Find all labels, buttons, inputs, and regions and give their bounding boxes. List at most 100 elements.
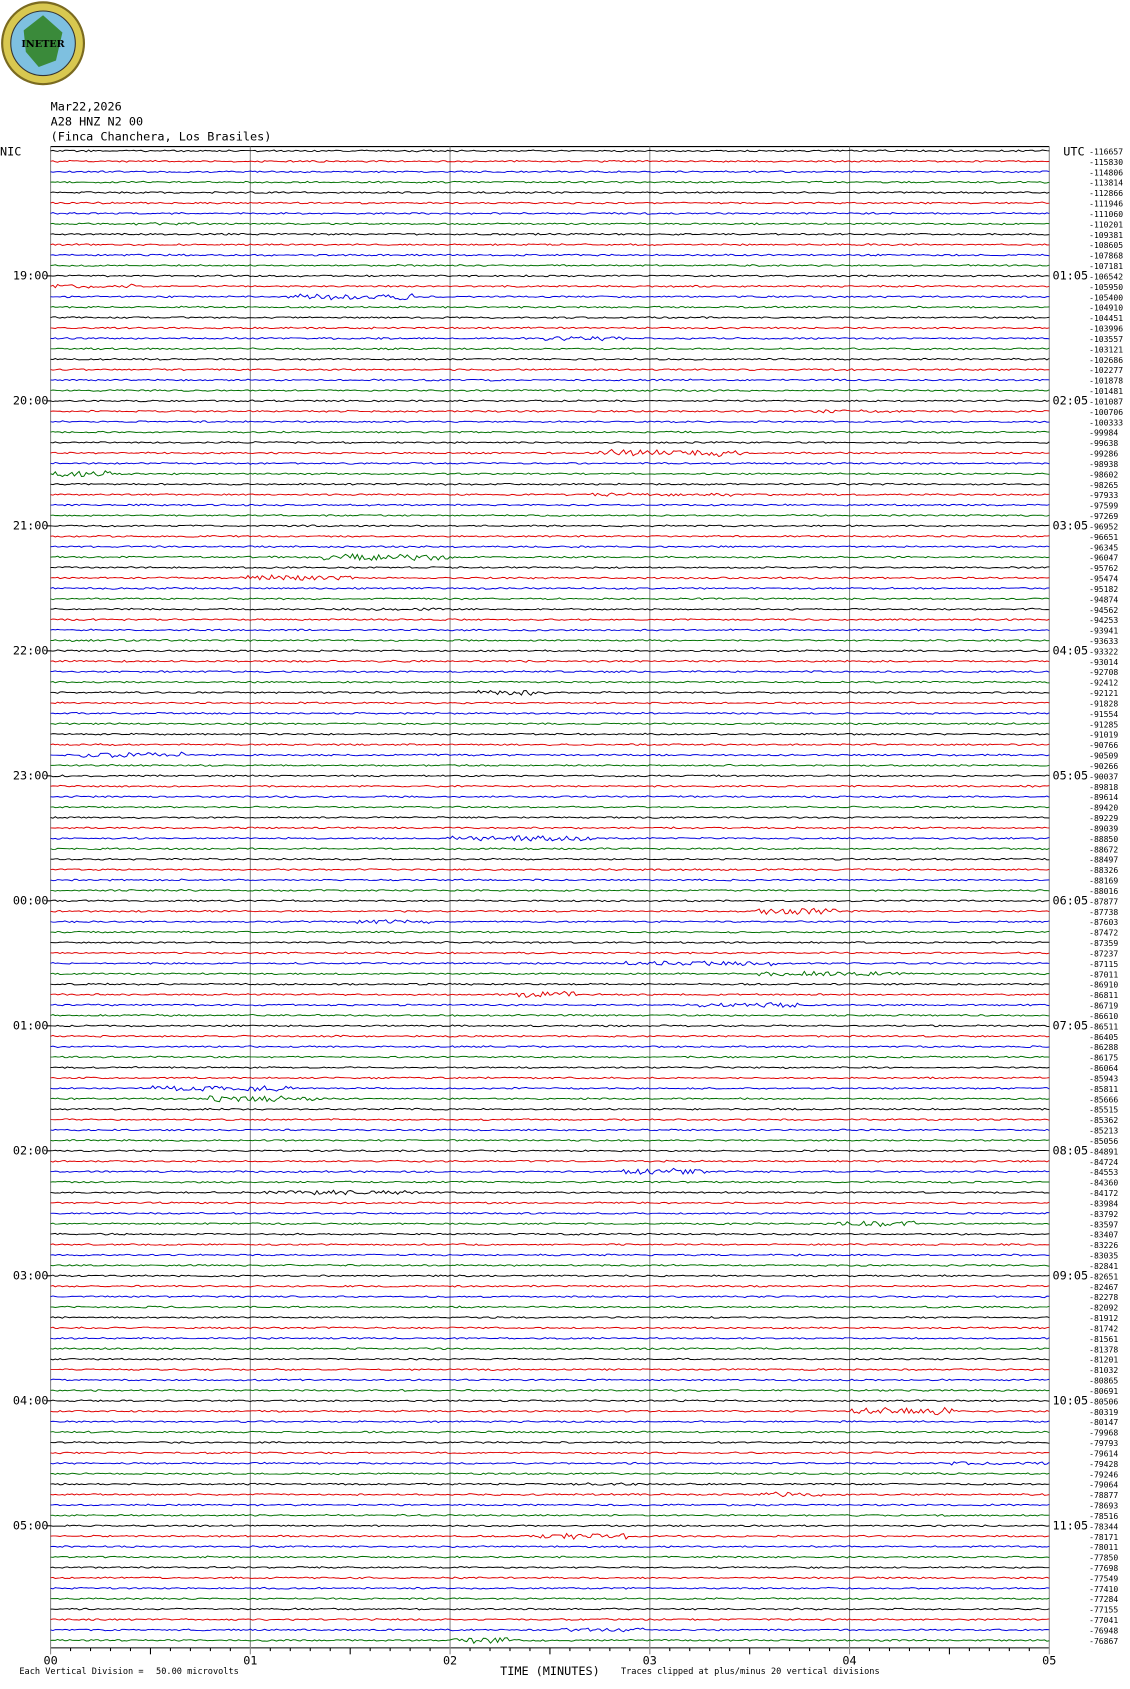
- trace-offset-label: -93633: [1089, 637, 1118, 646]
- trace-offset-label: -86719: [1089, 1002, 1118, 1011]
- trace: [50, 1274, 1050, 1278]
- trace-offset-label: -86511: [1089, 1022, 1118, 1031]
- trace: [50, 1406, 1050, 1416]
- trace: [50, 835, 1050, 842]
- trace: [50, 1607, 1050, 1611]
- trace-offset-label: -87359: [1089, 939, 1118, 948]
- trace-offset-label: -96651: [1089, 533, 1118, 542]
- trace: [50, 1220, 1050, 1228]
- trace: [50, 763, 1050, 767]
- trace: [50, 399, 1050, 403]
- trace: [50, 1253, 1050, 1257]
- trace-offset-label: -83984: [1089, 1199, 1118, 1208]
- trace-offset-label: -103121: [1089, 345, 1123, 354]
- trace-offset-label: -97599: [1089, 502, 1118, 511]
- trace: [50, 1565, 1050, 1569]
- trace: [50, 784, 1050, 788]
- trace: [50, 960, 1050, 967]
- trace-offset-label: -85213: [1089, 1127, 1118, 1136]
- trace: [50, 574, 1050, 581]
- trace: [50, 990, 1050, 998]
- trace: [50, 1618, 1050, 1621]
- trace: [50, 232, 1050, 236]
- footer-clip: Traces clipped at plus/minus 20 vertical…: [621, 1667, 880, 1677]
- trace: [50, 649, 1050, 653]
- trace: [50, 326, 1050, 330]
- trace-offset-label: -87603: [1089, 918, 1118, 927]
- trace-offset-label: -100706: [1089, 408, 1123, 417]
- trace: [50, 732, 1050, 736]
- right-hour-label: 07:05: [1053, 1018, 1089, 1032]
- trace-offset-label: -103557: [1089, 335, 1123, 344]
- x-tick-label: 03: [643, 1653, 657, 1667]
- trace: [50, 1066, 1050, 1069]
- trace: [50, 941, 1050, 944]
- trace: [50, 857, 1050, 861]
- trace-offset-label: -91828: [1089, 700, 1118, 709]
- trace: [50, 1180, 1050, 1184]
- trace-offset-label: -86811: [1089, 991, 1118, 1000]
- trace-offset-label: -81742: [1089, 1324, 1118, 1333]
- trace-offset-label: -95182: [1089, 585, 1118, 594]
- trace-offset-label: -82092: [1089, 1304, 1118, 1313]
- right-hour-label: 02:05: [1053, 393, 1089, 407]
- trace-offset-label: -88672: [1089, 845, 1118, 854]
- trace-offset-label: -95474: [1089, 575, 1118, 584]
- left-zone: NIC: [0, 144, 21, 158]
- trace: [50, 1085, 1050, 1092]
- trace-offset-label: -88016: [1089, 887, 1118, 896]
- trace-offset-label: -89614: [1089, 793, 1118, 802]
- trace: [50, 816, 1050, 820]
- right-hour-label: 05:05: [1053, 768, 1089, 782]
- trace-offset-label: -79428: [1089, 1460, 1118, 1469]
- left-hour-label: 20:00: [13, 393, 49, 407]
- trace: [50, 1118, 1050, 1121]
- trace: [50, 159, 1050, 163]
- footer-division: Each Vertical Division =: [19, 1667, 143, 1677]
- trace: [50, 847, 1050, 851]
- header-location: (Finca Chanchera, Los Brasiles): [51, 129, 272, 143]
- left-hour-label: 03:00: [13, 1268, 49, 1282]
- trace-offset-label: -96047: [1089, 554, 1118, 563]
- trace-offset-label: -98602: [1089, 470, 1118, 479]
- right-hour-label: 06:05: [1053, 893, 1089, 907]
- trace: [50, 607, 1050, 611]
- trace-offset-label: -107181: [1089, 262, 1123, 271]
- right-hour-label: 01:05: [1053, 268, 1089, 282]
- trace-offset-label: -81201: [1089, 1356, 1118, 1365]
- trace-offset-label: -81378: [1089, 1345, 1118, 1354]
- trace-offset-label: -94874: [1089, 595, 1118, 604]
- trace-offset-label: -100333: [1089, 418, 1123, 427]
- trace-offset-label: -98265: [1089, 481, 1118, 490]
- left-hour-label: 02:00: [13, 1143, 49, 1157]
- trace: [50, 470, 1050, 478]
- trace-offset-label: -114806: [1089, 168, 1123, 177]
- trace-offset-label: -88169: [1089, 877, 1118, 886]
- trace: [50, 907, 1050, 916]
- trace-offset-label: -89229: [1089, 814, 1118, 823]
- trace-offset-label: -77850: [1089, 1554, 1118, 1563]
- trace: [50, 503, 1050, 507]
- trace: [50, 951, 1050, 955]
- left-hour-label: 23:00: [13, 768, 49, 782]
- trace: [50, 253, 1050, 257]
- trace: [50, 1576, 1050, 1580]
- trace-offset-label: -87472: [1089, 929, 1118, 938]
- trace: [50, 316, 1050, 320]
- trace-offset-label: -97269: [1089, 512, 1118, 521]
- trace: [50, 1316, 1050, 1319]
- trace-offset-label: -84360: [1089, 1179, 1118, 1188]
- trace: [50, 1201, 1050, 1205]
- trace-offset-label: -78344: [1089, 1522, 1118, 1531]
- trace: [50, 689, 1050, 696]
- trace: [50, 1532, 1050, 1541]
- trace-offset-label: -85811: [1089, 1085, 1118, 1094]
- trace-offset-label: -78516: [1089, 1512, 1118, 1521]
- trace: [50, 1107, 1050, 1111]
- trace: [50, 1524, 1050, 1528]
- trace-offset-label: -87738: [1089, 908, 1118, 917]
- trace: [50, 211, 1050, 215]
- trace: [50, 461, 1050, 465]
- trace: [50, 553, 1050, 562]
